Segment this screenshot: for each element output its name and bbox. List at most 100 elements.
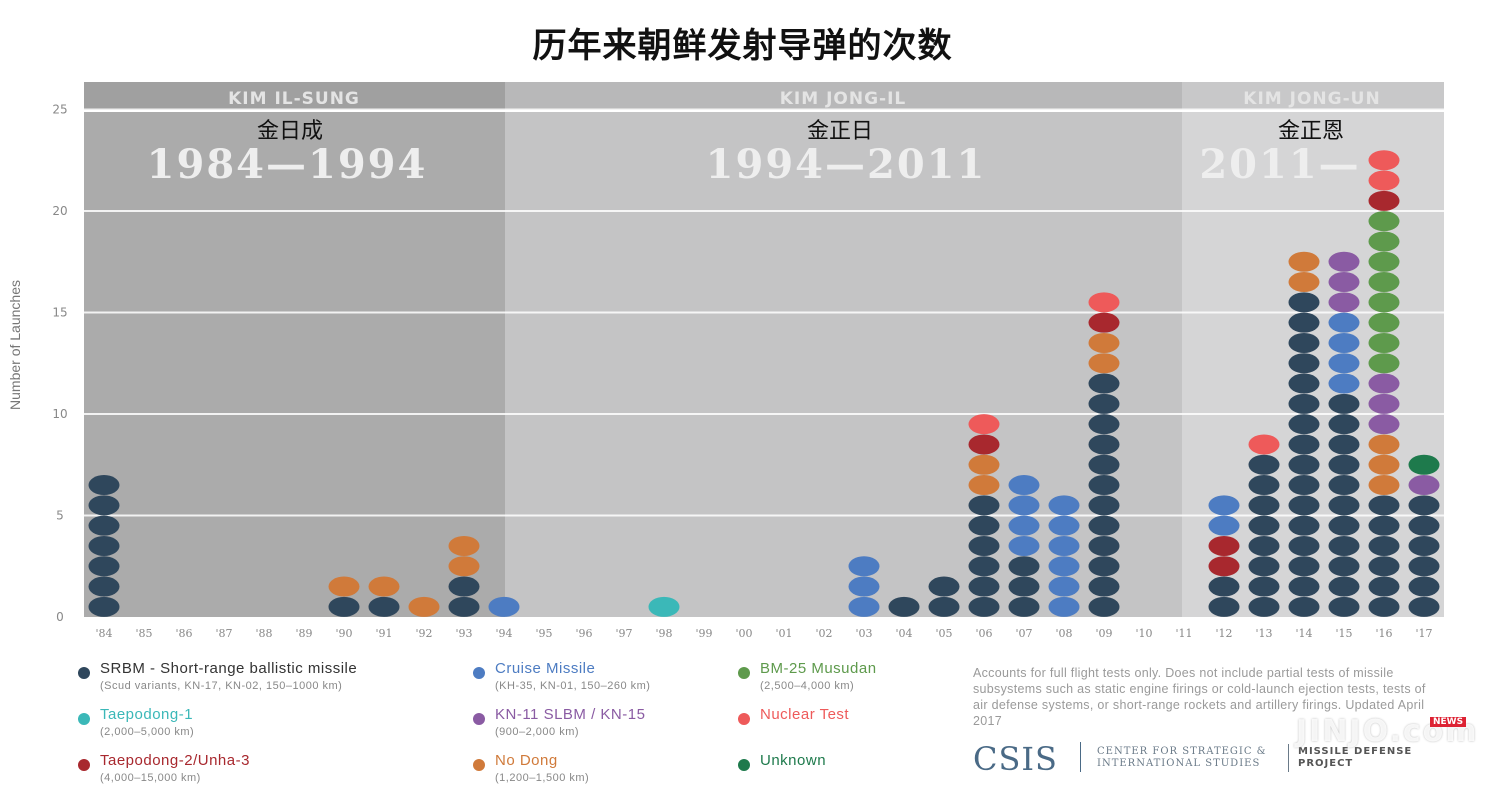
page-title: 历年来朝鲜发射导弹的次数 bbox=[532, 26, 953, 66]
launch-dot-cruise bbox=[488, 596, 520, 617]
launch-dot-srbm bbox=[1008, 576, 1040, 597]
csis-logo: CSIS bbox=[973, 740, 1058, 778]
x-tick-label: '09 bbox=[1095, 627, 1112, 640]
x-tick-label: '95 bbox=[535, 627, 552, 640]
launch-dot-srbm bbox=[1088, 475, 1120, 496]
launch-dot-cruise bbox=[1008, 515, 1040, 536]
launch-dot-nodong bbox=[1288, 272, 1320, 293]
x-tick-label: '14 bbox=[1295, 627, 1312, 640]
launch-dot-srbm bbox=[88, 495, 120, 516]
launch-dot-srbm bbox=[1288, 535, 1320, 556]
launch-dot-taepodong2 bbox=[1208, 535, 1240, 556]
launch-dot-srbm bbox=[1328, 576, 1360, 597]
launch-dot-srbm bbox=[968, 535, 1000, 556]
launch-dot-kn11 bbox=[1368, 393, 1400, 414]
launch-dot-nodong bbox=[1088, 353, 1120, 374]
launch-dot-cruise bbox=[1008, 535, 1040, 556]
missile-defense-project: MISSILE DEFENSE PROJECT bbox=[1298, 746, 1413, 769]
launch-dot-srbm bbox=[1368, 556, 1400, 577]
launch-dot-cruise bbox=[1328, 353, 1360, 374]
launch-dot-srbm bbox=[328, 596, 360, 617]
launch-dot-srbm bbox=[1328, 515, 1360, 536]
y-tick-label: 15 bbox=[52, 306, 67, 320]
legend-sublabel: (Scud variants, KN-17, KN-02, 150–1000 k… bbox=[100, 680, 343, 692]
launch-dot-srbm bbox=[1288, 312, 1320, 333]
launch-dot-srbm bbox=[928, 576, 960, 597]
launch-dot-srbm bbox=[1088, 515, 1120, 536]
launch-dot-nodong bbox=[368, 576, 400, 597]
legend-sublabel: (2,500–4,000 km) bbox=[760, 680, 855, 692]
launch-dot-srbm bbox=[1288, 475, 1320, 496]
launch-dot-srbm bbox=[1328, 475, 1360, 496]
launch-dot-srbm bbox=[1008, 556, 1040, 577]
x-tick-label: '97 bbox=[615, 627, 632, 640]
launch-dot-srbm bbox=[1368, 495, 1400, 516]
x-tick-label: '00 bbox=[735, 627, 752, 640]
logo-divider bbox=[1080, 742, 1081, 772]
legend-dot bbox=[78, 759, 90, 771]
launch-dot-kn11 bbox=[1328, 272, 1360, 293]
launch-dot-srbm bbox=[1408, 515, 1440, 536]
launch-dot-cruise bbox=[1328, 332, 1360, 353]
y-axis-label: Number of Launches bbox=[7, 280, 23, 410]
launch-dot-cruise bbox=[1048, 556, 1080, 577]
launch-dot-kn11 bbox=[1328, 251, 1360, 272]
launch-dot-srbm bbox=[1368, 535, 1400, 556]
x-tick-label: '96 bbox=[575, 627, 592, 640]
x-tick-label: '84 bbox=[95, 627, 112, 640]
launch-dot-musudan bbox=[1368, 272, 1400, 293]
logo-divider-2 bbox=[1288, 744, 1289, 772]
launch-dot-cruise bbox=[1008, 495, 1040, 516]
launch-dot-nuclear bbox=[1368, 150, 1400, 171]
era-name: KIM IL-SUNG bbox=[228, 89, 360, 109]
legend-label: Taepodong-1 bbox=[100, 706, 194, 723]
x-tick-label: '99 bbox=[695, 627, 712, 640]
legend-sublabel: (KH-35, KN-01, 150–260 km) bbox=[495, 680, 651, 692]
x-tick-label: '05 bbox=[935, 627, 952, 640]
launch-dot-srbm bbox=[88, 596, 120, 617]
x-tick-label: '91 bbox=[375, 627, 392, 640]
y-tick-label: 25 bbox=[52, 103, 67, 117]
era-header-band bbox=[84, 82, 505, 112]
x-tick-label: '13 bbox=[1255, 627, 1272, 640]
x-tick-label: '92 bbox=[415, 627, 432, 640]
era-years: 1994—2011 bbox=[706, 141, 987, 188]
launch-dot-nuclear bbox=[1248, 434, 1280, 455]
launch-dot-srbm bbox=[888, 596, 920, 617]
launch-dot-taepodong2 bbox=[1088, 312, 1120, 333]
launch-dot-cruise bbox=[848, 556, 880, 577]
launch-dot-srbm bbox=[88, 556, 120, 577]
x-tick-label: '12 bbox=[1215, 627, 1232, 640]
launch-dot-srbm bbox=[1248, 576, 1280, 597]
launch-dot-srbm bbox=[1208, 576, 1240, 597]
x-tick-label: '10 bbox=[1135, 627, 1152, 640]
legend-dot bbox=[473, 759, 485, 771]
launch-dot-srbm bbox=[1008, 596, 1040, 617]
launch-dot-srbm bbox=[88, 576, 120, 597]
x-tick-label: '11 bbox=[1175, 627, 1192, 640]
launch-dot-srbm bbox=[1408, 576, 1440, 597]
legend-label: Cruise Missile bbox=[495, 660, 596, 677]
launch-dot-musudan bbox=[1368, 292, 1400, 313]
launch-dot-srbm bbox=[1328, 596, 1360, 617]
launch-dot-srbm bbox=[1088, 495, 1120, 516]
launch-dot-cruise bbox=[1328, 312, 1360, 333]
launch-dot-srbm bbox=[1288, 393, 1320, 414]
launch-dot-srbm bbox=[1408, 556, 1440, 577]
launch-dot-musudan bbox=[1368, 211, 1400, 232]
x-tick-label: '17 bbox=[1415, 627, 1432, 640]
launch-dot-unknown bbox=[1408, 454, 1440, 475]
launch-dot-srbm bbox=[1088, 535, 1120, 556]
launch-dot-kn11 bbox=[1328, 292, 1360, 313]
footnote: Accounts for full flight tests only. Doe… bbox=[973, 666, 1426, 728]
launch-dot-cruise bbox=[1048, 495, 1080, 516]
launch-dot-srbm bbox=[1088, 414, 1120, 435]
launch-dot-srbm bbox=[1368, 596, 1400, 617]
launch-dot-cruise bbox=[1048, 576, 1080, 597]
launch-dot-srbm bbox=[1088, 556, 1120, 577]
x-tick-label: '04 bbox=[895, 627, 912, 640]
launch-dot-nodong bbox=[1368, 454, 1400, 475]
launch-dot-srbm bbox=[1288, 373, 1320, 394]
